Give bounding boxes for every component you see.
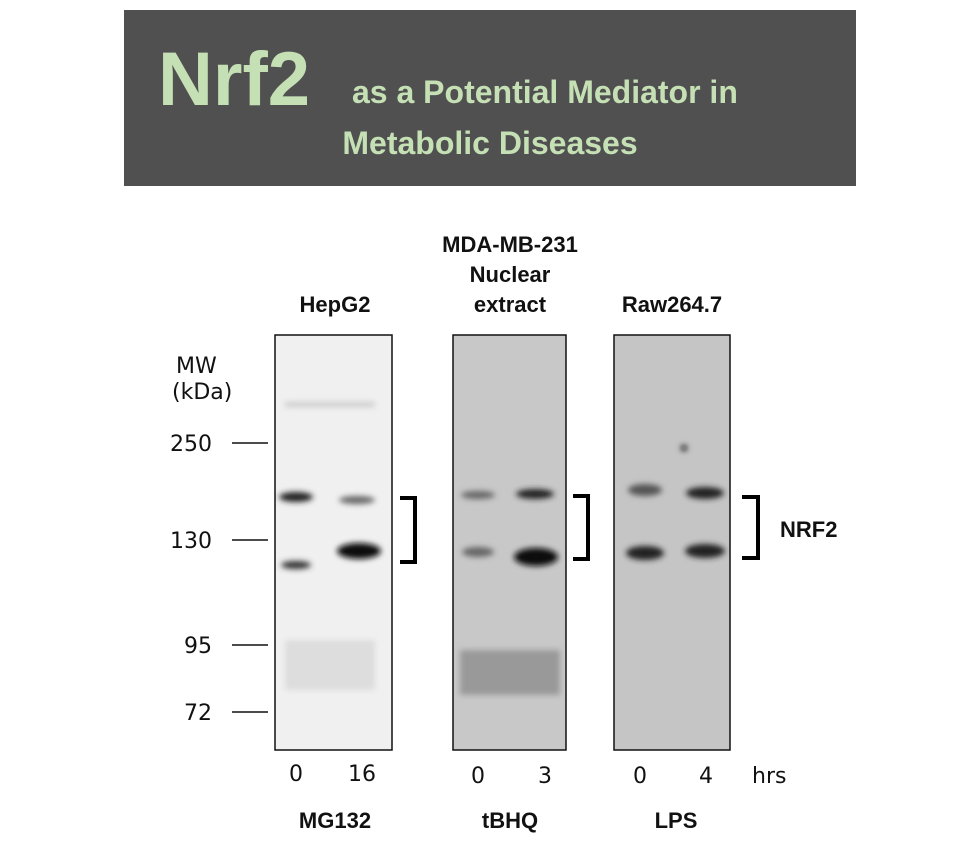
blot-panel: MDA-MB-231 Nuclear extract 0 3 tBHQ <box>442 232 590 833</box>
mw-marker: 72 <box>184 701 212 726</box>
lane-label: 16 <box>348 762 376 787</box>
mw-marker: 250 <box>170 432 212 457</box>
treatment: MG132 <box>299 808 371 833</box>
bands <box>626 445 725 560</box>
lane-label: 0 <box>471 764 485 789</box>
blot-panel: Raw264.7 0 4 LPS <box>613 292 760 833</box>
bands <box>279 402 381 690</box>
title-rest: as a Potential Mediator in <box>352 74 738 110</box>
bands <box>460 489 560 695</box>
band-label: NRF2 <box>780 517 837 542</box>
mw-unit: (kDa) <box>172 380 232 405</box>
lane-label: 0 <box>289 762 303 787</box>
lane-label: 0 <box>633 764 647 789</box>
blot <box>613 334 731 751</box>
bracket <box>573 494 590 561</box>
header-box <box>124 10 856 186</box>
blot-panel: HepG2 0 16 MG132 <box>274 292 417 833</box>
cell-line: MDA-MB-231 <box>442 232 578 257</box>
time-unit: hrs <box>752 764 786 789</box>
mw-label: MW <box>176 354 217 379</box>
title-line2: Metabolic Diseases <box>342 125 637 161</box>
lane-label: 3 <box>538 764 552 789</box>
cell-line: extract <box>474 292 547 317</box>
cell-line: Raw264.7 <box>622 292 722 317</box>
lane-label: 4 <box>699 764 713 789</box>
cell-line: HepG2 <box>300 292 371 317</box>
bracket <box>400 496 417 564</box>
mw-markers: 250 130 95 72 <box>170 432 268 726</box>
title-main: Nrf2 <box>158 37 310 122</box>
treatment: tBHQ <box>482 808 538 833</box>
treatment: LPS <box>655 808 698 833</box>
cell-line: Nuclear <box>470 262 551 287</box>
mw-marker: 95 <box>184 634 212 659</box>
bracket <box>742 495 760 560</box>
mw-marker: 130 <box>170 529 212 554</box>
